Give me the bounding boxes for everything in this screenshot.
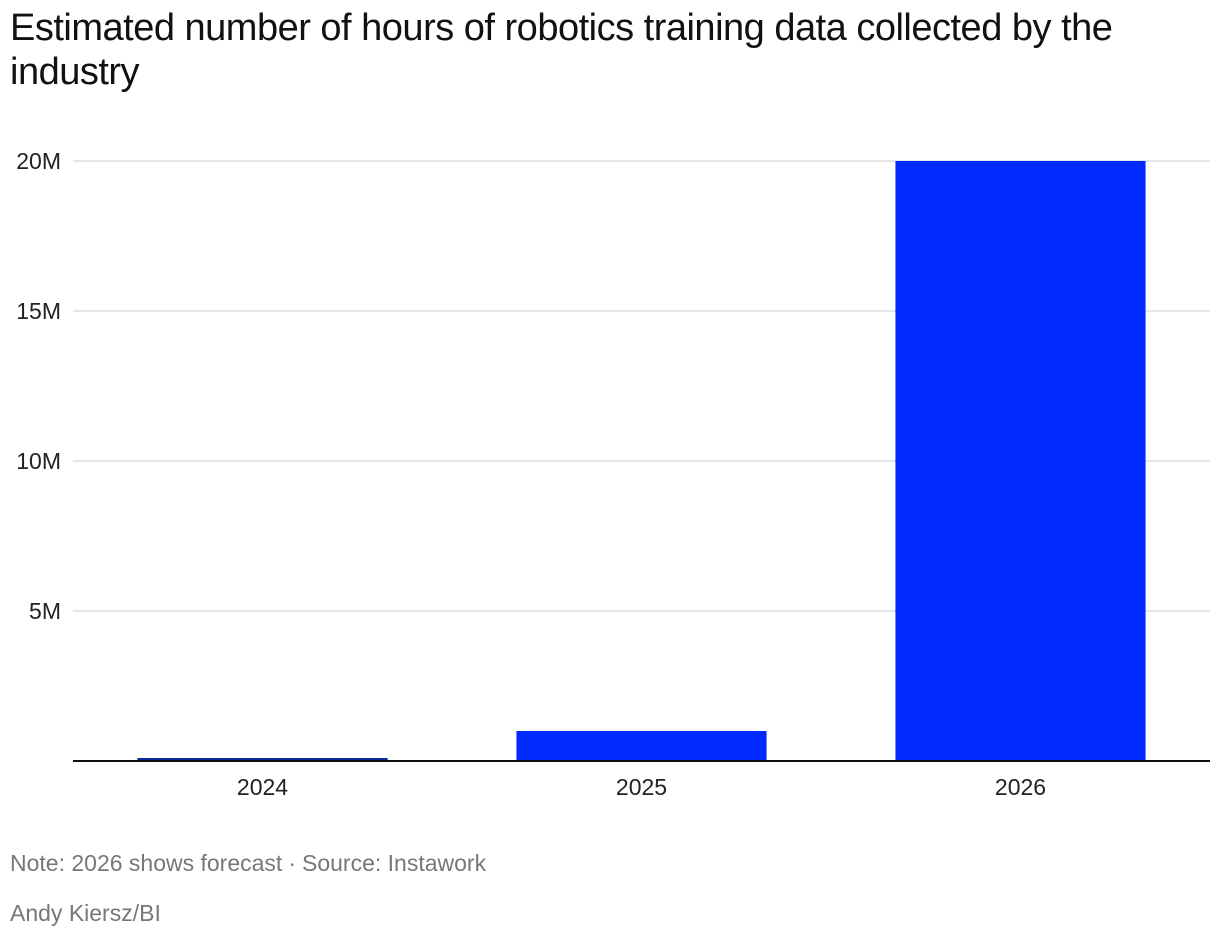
y-axis-ticks: 5M 10M 15M 20M <box>16 148 61 624</box>
chart-credit: Andy Kiersz/BI <box>10 900 161 926</box>
source-text: Source: Instawork <box>302 850 487 876</box>
y-tick-label: 5M <box>29 598 61 624</box>
x-tick-label: 2025 <box>616 774 667 800</box>
bars <box>137 161 1146 761</box>
y-tick-label: 15M <box>16 298 61 324</box>
bar-2026 <box>895 161 1146 761</box>
x-tick-label: 2026 <box>995 774 1046 800</box>
chart-note: Note: 2026 shows forecast · Source: Instaw… <box>10 850 486 877</box>
x-axis-ticks: 2024 2025 2026 <box>237 774 1046 800</box>
note-text: Note: 2026 shows forecast <box>10 850 283 876</box>
separator-dot: · <box>288 850 296 876</box>
bar-2024 <box>137 758 388 761</box>
chart-title: Estimated number of hours of robotics tr… <box>10 7 1113 93</box>
bar-2025 <box>516 731 767 761</box>
x-tick-label: 2024 <box>237 774 288 800</box>
y-tick-label: 20M <box>16 148 61 174</box>
y-tick-label: 10M <box>16 448 61 474</box>
